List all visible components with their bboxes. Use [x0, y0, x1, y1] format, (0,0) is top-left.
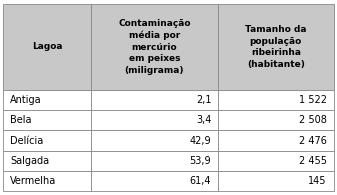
Bar — [218, 151, 334, 171]
Text: Delícia: Delícia — [10, 136, 43, 145]
Text: 145: 145 — [308, 176, 327, 186]
Text: 1 522: 1 522 — [299, 95, 327, 105]
Text: Contaminação
média por
mercúrio
em peixes
(miligrama): Contaminação média por mercúrio em peixe… — [118, 19, 191, 75]
Bar — [91, 4, 218, 90]
Bar — [91, 90, 218, 110]
Text: Tamanho da
população
ribeirinha
(habitante): Tamanho da população ribeirinha (habitan… — [245, 25, 307, 69]
Bar — [91, 130, 218, 151]
Bar — [91, 110, 218, 130]
Text: 2 476: 2 476 — [299, 136, 327, 145]
Text: Vermelha: Vermelha — [10, 176, 56, 186]
Bar — [3, 90, 91, 110]
Bar — [3, 151, 91, 171]
Text: Lagoa: Lagoa — [32, 43, 62, 51]
Text: 53,9: 53,9 — [190, 156, 211, 166]
Bar — [218, 171, 334, 191]
Bar — [218, 130, 334, 151]
Text: 2,1: 2,1 — [196, 95, 211, 105]
Bar — [3, 130, 91, 151]
Bar — [218, 4, 334, 90]
Text: 2 455: 2 455 — [299, 156, 327, 166]
Text: 42,9: 42,9 — [190, 136, 211, 145]
Text: Antiga: Antiga — [10, 95, 42, 105]
Bar — [3, 4, 91, 90]
Bar — [91, 151, 218, 171]
Text: Salgada: Salgada — [10, 156, 49, 166]
Text: 2 508: 2 508 — [299, 115, 327, 125]
Text: Bela: Bela — [10, 115, 32, 125]
Text: 3,4: 3,4 — [196, 115, 211, 125]
Bar — [3, 171, 91, 191]
Text: 61,4: 61,4 — [190, 176, 211, 186]
Bar — [218, 110, 334, 130]
Bar — [91, 171, 218, 191]
Bar — [3, 110, 91, 130]
Bar — [218, 90, 334, 110]
